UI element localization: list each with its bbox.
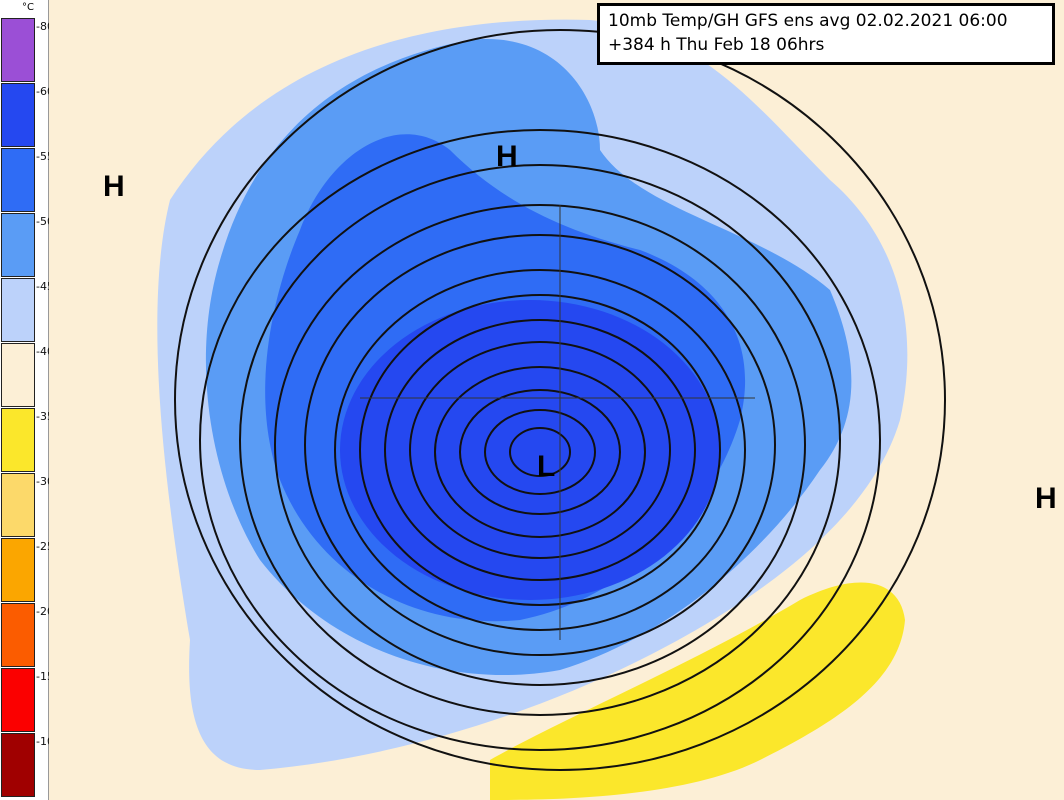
- low-pressure-label: L: [537, 450, 556, 483]
- legend-band: [1, 538, 35, 602]
- high-pressure-label: H: [496, 140, 518, 173]
- legend-band: [1, 668, 35, 732]
- legend-band: [1, 18, 35, 82]
- map-canvas: [49, 0, 1064, 800]
- legend-band: [1, 148, 35, 212]
- temperature-fill-minus60: [340, 300, 720, 600]
- legend-band: [1, 408, 35, 472]
- title-line-2: +384 h Thu Feb 18 06hrs: [608, 35, 825, 55]
- graticule: [360, 205, 755, 640]
- high-pressure-label: H: [103, 170, 125, 203]
- legend-band: [1, 83, 35, 147]
- legend-band: [1, 473, 35, 537]
- high-pressure-label: H: [1035, 482, 1057, 515]
- legend-band: [1, 603, 35, 667]
- legend-band: [1, 733, 35, 797]
- map-title-box: 10mb Temp/GH GFS ens avg 02.02.2021 06:0…: [597, 3, 1055, 65]
- legend-band: [1, 343, 35, 407]
- legend-unit: °C: [22, 2, 34, 13]
- geopotential-contours: [174, 29, 946, 771]
- temperature-legend: °C -80 -60 -55 -50 -45 -40 -35 -30 -25 -20 -15 -10: [0, 0, 54, 800]
- legend-band: [1, 278, 35, 342]
- legend-band: [1, 213, 35, 277]
- title-line-1: 10mb Temp/GH GFS ens avg 02.02.2021 06:0…: [608, 11, 1008, 31]
